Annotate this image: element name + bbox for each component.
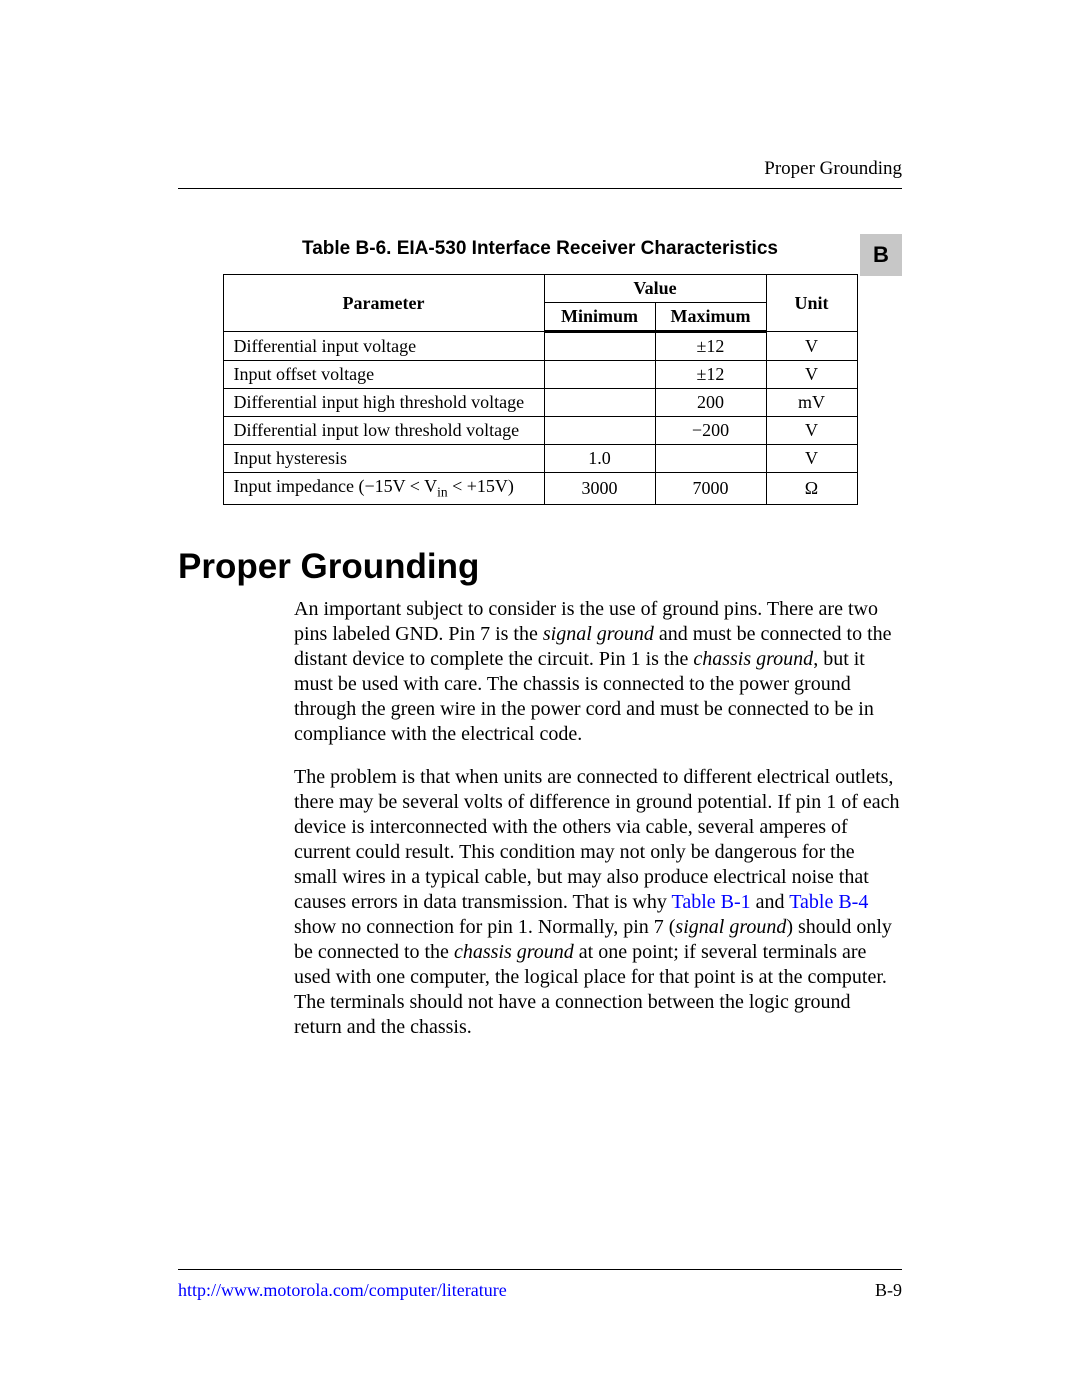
cell-unit: mV <box>766 389 857 417</box>
paragraph-2: The problem is that when units are conne… <box>294 765 902 1040</box>
italic-text: chassis ground <box>693 648 813 670</box>
cell-unit: V <box>766 332 857 361</box>
table-row: Differential input low threshold voltage… <box>223 417 857 445</box>
table-body: Differential input voltage ±12 V Input o… <box>223 332 857 505</box>
cell-param: Input impedance (−15V < Vin < +15V) <box>223 473 544 505</box>
cell-min: 1.0 <box>544 445 655 473</box>
footer-url[interactable]: http://www.motorola.com/computer/literat… <box>178 1280 507 1301</box>
section-heading: Proper Grounding <box>178 547 902 587</box>
header-rule <box>178 188 902 189</box>
cell-param: Differential input voltage <box>223 332 544 361</box>
paragraph-1: An important subject to consider is the … <box>294 597 902 747</box>
cell-param: Differential input high threshold voltag… <box>223 389 544 417</box>
cell-min <box>544 389 655 417</box>
cell-max: ±12 <box>655 332 766 361</box>
xref-link[interactable]: Table B-4 <box>789 891 868 913</box>
cell-min <box>544 332 655 361</box>
col-parameter: Parameter <box>223 275 544 332</box>
col-maximum: Maximum <box>655 303 766 332</box>
table-header-row-1: Parameter Value Unit <box>223 275 857 303</box>
footer-rule <box>178 1269 902 1270</box>
cell-max: 200 <box>655 389 766 417</box>
page-footer: http://www.motorola.com/computer/literat… <box>178 1269 902 1301</box>
cell-param: Differential input low threshold voltage <box>223 417 544 445</box>
table-row: Input impedance (−15V < Vin < +15V) 3000… <box>223 473 857 505</box>
col-unit: Unit <box>766 275 857 332</box>
cell-unit: V <box>766 417 857 445</box>
cell-max: −200 <box>655 417 766 445</box>
col-minimum: Minimum <box>544 303 655 332</box>
cell-max: ±12 <box>655 361 766 389</box>
col-value: Value <box>544 275 766 303</box>
cell-min: 3000 <box>544 473 655 505</box>
running-header: Proper Grounding <box>764 158 902 180</box>
characteristics-table: Parameter Value Unit Minimum Maximum Dif… <box>223 274 858 505</box>
cell-min <box>544 417 655 445</box>
text: show no connection for pin 1. Normally, … <box>294 916 675 938</box>
page-number: B-9 <box>875 1280 902 1301</box>
cell-max: 7000 <box>655 473 766 505</box>
cell-unit: V <box>766 445 857 473</box>
cell-param: Input offset voltage <box>223 361 544 389</box>
content-area: Table B-6. EIA-530 Interface Receiver Ch… <box>178 238 902 1058</box>
cell-max <box>655 445 766 473</box>
page: Proper Grounding B Table B-6. EIA-530 In… <box>0 0 1080 1397</box>
table-row: Differential input high threshold voltag… <box>223 389 857 417</box>
table-row: Differential input voltage ±12 V <box>223 332 857 361</box>
table-row: Input offset voltage ±12 V <box>223 361 857 389</box>
cell-unit: Ω <box>766 473 857 505</box>
cell-param: Input hysteresis <box>223 445 544 473</box>
table-caption: Table B-6. EIA-530 Interface Receiver Ch… <box>178 238 902 260</box>
table-row: Input hysteresis 1.0 V <box>223 445 857 473</box>
italic-text: signal ground <box>675 916 786 938</box>
italic-text: signal ground <box>543 623 654 645</box>
xref-link[interactable]: Table B-1 <box>672 891 751 913</box>
cell-unit: V <box>766 361 857 389</box>
italic-text: chassis ground <box>454 941 574 963</box>
cell-min <box>544 361 655 389</box>
text: and <box>751 891 790 913</box>
body-text: An important subject to consider is the … <box>294 597 902 1040</box>
